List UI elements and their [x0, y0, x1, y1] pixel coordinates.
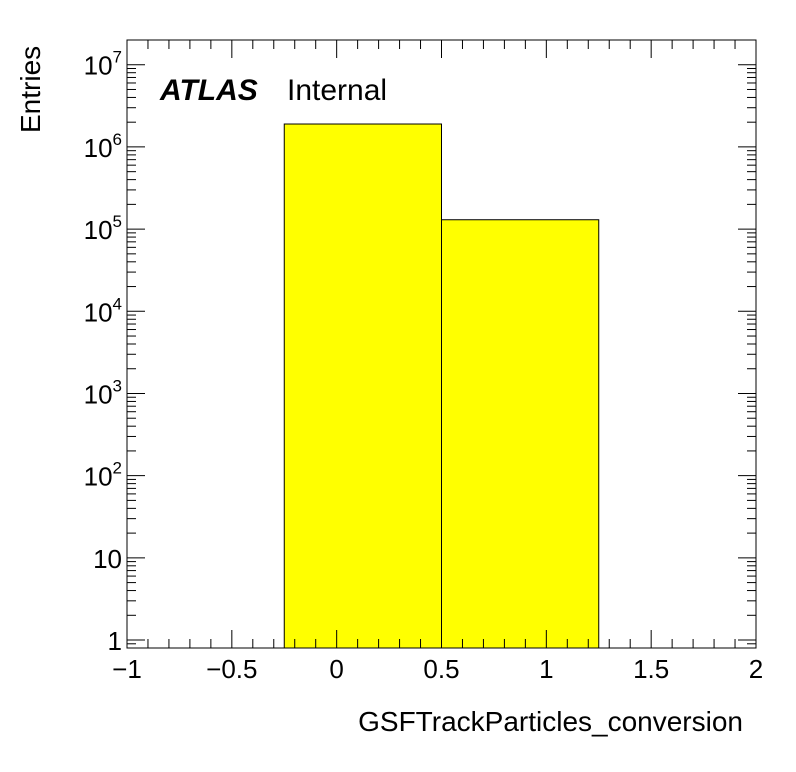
histogram-bin-0: [283, 123, 442, 649]
y-tick-label: 102: [84, 459, 122, 492]
histogram-bin-1: [441, 219, 600, 649]
x-tick-label: 0: [329, 654, 343, 684]
y-tick-label: 10: [93, 544, 122, 574]
y-tick-label: 103: [84, 376, 122, 409]
x-axis-title: GSFTrackParticles_conversion: [358, 706, 743, 737]
atlas-label: ATLAS: [159, 74, 258, 107]
x-tick-label: 1.5: [633, 654, 669, 684]
y-tick-label: 105: [84, 212, 122, 245]
y-tick-label: 106: [84, 130, 122, 163]
histogram-bars: [283, 123, 600, 649]
y-tick-label: 1: [108, 626, 122, 656]
plot-frame: [126, 39, 757, 649]
x-tick-label: −0.5: [206, 654, 257, 684]
internal-label: Internal: [287, 74, 387, 107]
axis-ticks: [126, 39, 757, 649]
x-tick-label: 1: [539, 654, 553, 684]
y-tick-label: 107: [84, 48, 122, 81]
tick-labels: −1 −0.5 0 0.5 1 1.5 2 1 10 102 103 104 105 106 107: [84, 48, 764, 684]
y-axis-title: Entries: [15, 46, 46, 133]
x-tick-label: −1: [112, 654, 142, 684]
y-tick-label: 104: [84, 294, 122, 327]
x-tick-label: 0.5: [423, 654, 459, 684]
x-tick-label: 2: [749, 654, 763, 684]
